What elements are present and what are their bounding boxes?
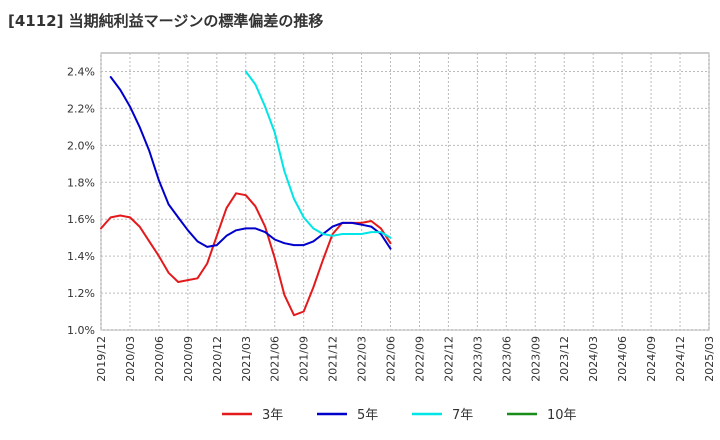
legend-label-4: 10年 [547, 408, 577, 423]
x-tick-label: 2025/03 [703, 336, 716, 382]
x-tick-label: 2019/12 [95, 336, 108, 382]
y-tick-label: 2.4% [67, 65, 95, 78]
x-tick-label: 2021/06 [269, 336, 282, 382]
y-tick-label: 1.6% [67, 213, 95, 226]
x-tick-label: 2020/06 [153, 336, 166, 382]
legend-label-3: 7年 [452, 408, 473, 423]
y-tick-label: 1.0% [67, 324, 95, 337]
y-tick-label: 1.8% [67, 176, 95, 189]
x-tick-label: 2021/09 [298, 336, 311, 382]
series-line-2 [109, 76, 392, 250]
x-tick-label: 2022/12 [442, 336, 455, 382]
x-tick-label: 2022/09 [413, 336, 426, 382]
legend-label-1: 3年 [262, 408, 283, 423]
x-tick-label: 2022/03 [356, 336, 369, 382]
x-tick-label: 2021/12 [327, 336, 340, 382]
y-tick-label: 1.2% [67, 287, 95, 300]
x-tick-label: 2024/09 [645, 336, 658, 382]
x-tick-label: 2023/12 [558, 336, 571, 382]
x-tick-label: 2020/12 [211, 336, 224, 382]
x-tick-label: 2023/03 [471, 336, 484, 382]
x-tick-label: 2021/03 [240, 336, 253, 382]
legend-label-2: 5年 [357, 408, 378, 423]
x-tick-label: 2022/06 [385, 336, 398, 382]
x-tick-label: 2020/09 [182, 336, 195, 382]
plot-area [100, 52, 710, 331]
chart-title: [4112] 当期純利益マージンの標準偏差の推移 [8, 12, 324, 30]
x-tick-label: 2023/06 [500, 336, 513, 382]
series-line-3 [244, 70, 392, 239]
x-tick-label: 2024/06 [616, 336, 629, 382]
x-tick-label: 2024/03 [587, 336, 600, 382]
x-tick-label: 2023/09 [529, 336, 542, 382]
y-tick-label: 2.2% [67, 102, 95, 115]
x-tick-label: 2024/12 [674, 336, 687, 382]
y-tick-label: 1.4% [67, 250, 95, 263]
y-tick-label: 2.0% [67, 139, 95, 152]
x-tick-label: 2020/03 [124, 336, 137, 382]
